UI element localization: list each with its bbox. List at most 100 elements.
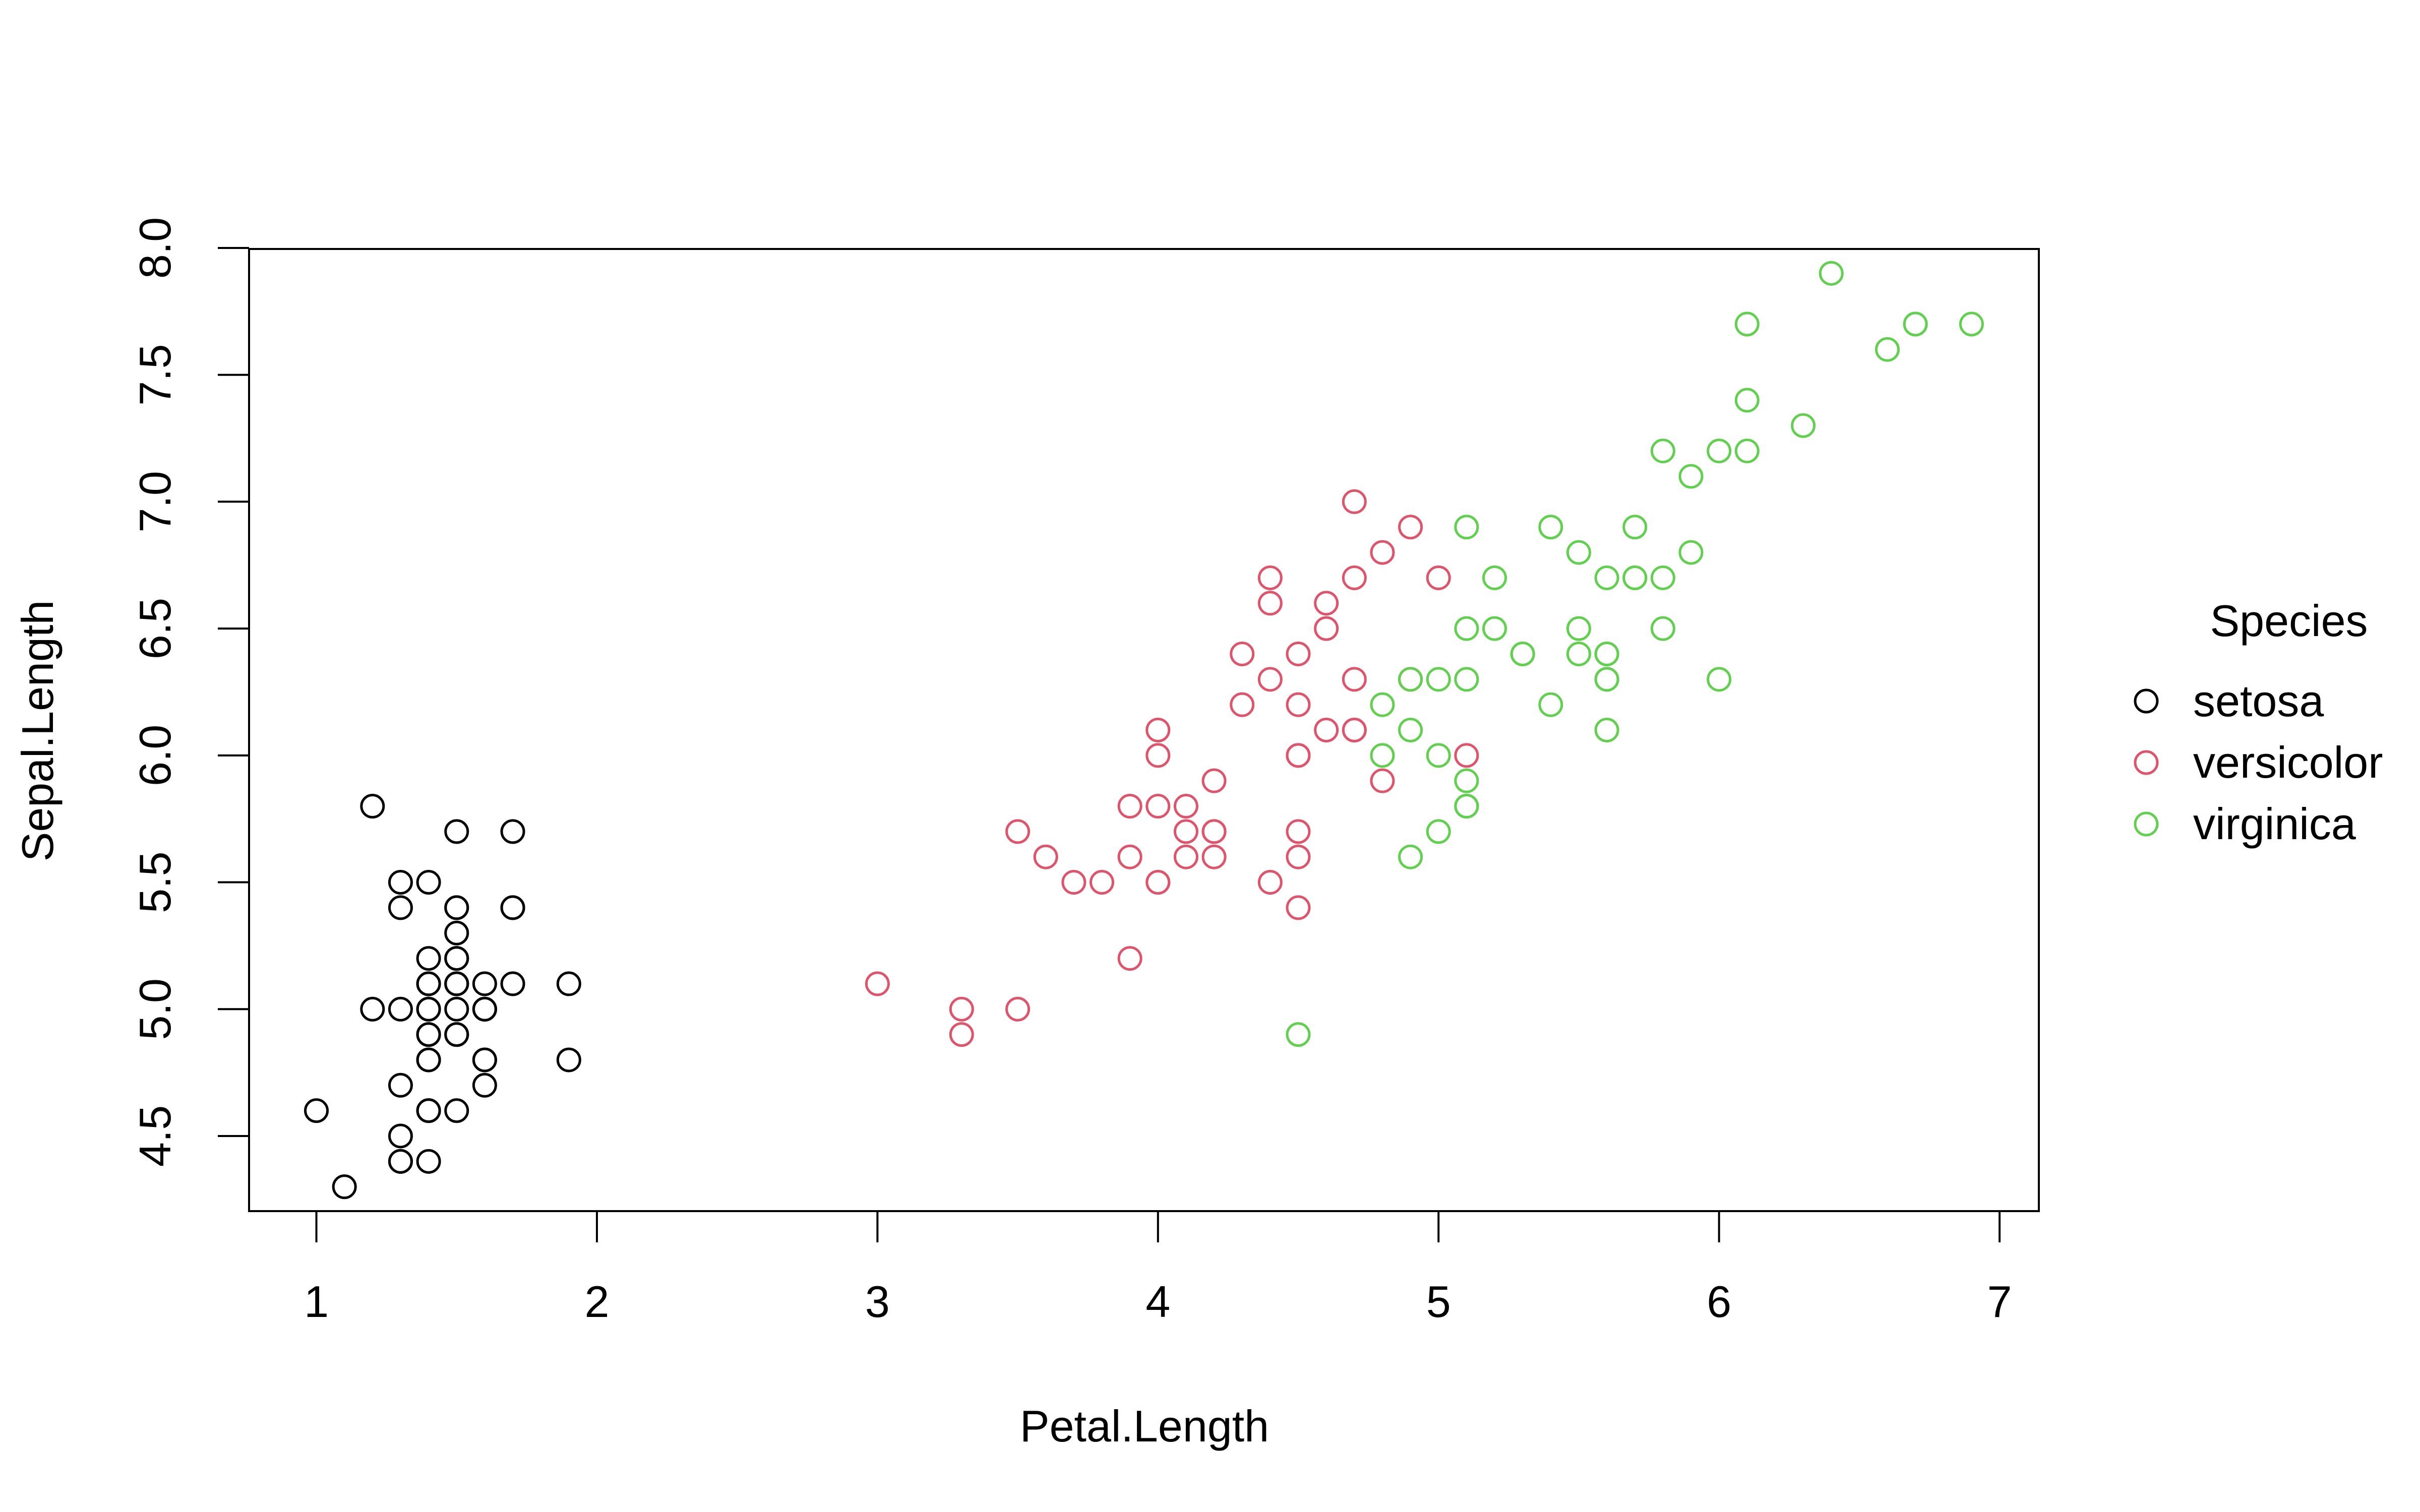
data-point-setosa — [360, 996, 385, 1022]
axes: 1 2 3 4 5 6 7 4.5 5.0 5.5 6.0 6.5 7.0 7.5 8.0 — [130, 217, 2012, 1327]
data-point-virginica — [1650, 565, 1675, 590]
data-point-versicolor — [1117, 946, 1142, 971]
y-tick-label: 6.5 — [130, 598, 180, 659]
data-point-versicolor — [949, 1022, 974, 1047]
data-point-virginica — [1707, 438, 1732, 464]
data-point-setosa — [388, 996, 413, 1022]
data-point-setosa — [556, 971, 581, 996]
y-tick-label: 4.5 — [130, 1105, 180, 1167]
data-point-versicolor — [1314, 591, 1339, 616]
data-point-setosa — [444, 971, 469, 996]
x-tick-label: 1 — [304, 1277, 329, 1327]
data-point-virginica — [1370, 743, 1395, 768]
data-point-virginica — [1454, 768, 1479, 793]
data-point-setosa — [416, 1098, 441, 1123]
data-point-setosa — [416, 971, 441, 996]
data-point-versicolor — [1257, 870, 1283, 895]
data-point-virginica — [1791, 413, 1816, 438]
data-point-virginica — [1707, 667, 1732, 692]
data-point-versicolor — [1286, 692, 1311, 717]
data-point-virginica — [1819, 261, 1844, 286]
data-point-virginica — [1734, 438, 1760, 464]
data-point-versicolor — [1033, 844, 1058, 869]
data-point-setosa — [500, 895, 525, 920]
data-point-versicolor — [1257, 565, 1283, 590]
x-tick-label: 7 — [1987, 1277, 2012, 1327]
data-point-setosa — [388, 870, 413, 895]
data-point-versicolor — [1173, 794, 1198, 819]
y-tick-label: 8.0 — [130, 217, 180, 279]
data-point-virginica — [1734, 311, 1760, 337]
data-point-setosa — [416, 870, 441, 895]
legend-label-versicolor: versicolor — [2193, 737, 2383, 787]
legend-title: Species — [2210, 596, 2368, 646]
data-point-versicolor — [1090, 870, 1115, 895]
data-point-virginica — [1454, 667, 1479, 692]
data-point-setosa — [416, 1047, 441, 1073]
data-point-virginica — [1426, 667, 1451, 692]
data-point-versicolor — [1398, 515, 1423, 540]
data-point-setosa — [472, 1073, 497, 1098]
data-point-virginica — [1566, 540, 1591, 565]
legend-marker-versicolor — [2134, 750, 2159, 775]
data-point-setosa — [556, 1047, 581, 1073]
data-point-versicolor — [1286, 895, 1311, 920]
y-tick-label: 5.5 — [130, 851, 180, 913]
data-point-versicolor — [1286, 819, 1311, 844]
data-point-versicolor — [1257, 591, 1283, 616]
data-point-virginica — [1959, 311, 1984, 337]
data-point-virginica — [1426, 743, 1451, 768]
data-point-versicolor — [1230, 641, 1255, 666]
data-point-setosa — [416, 996, 441, 1022]
data-point-versicolor — [1201, 844, 1227, 869]
data-point-setosa — [472, 1047, 497, 1073]
data-point-versicolor — [1145, 718, 1171, 742]
x-tick-label: 2 — [584, 1277, 609, 1327]
data-point-setosa — [444, 895, 469, 920]
data-point-versicolor — [1230, 692, 1255, 717]
data-point-versicolor — [1342, 489, 1367, 514]
data-point-versicolor — [949, 996, 974, 1022]
data-point-setosa — [444, 946, 469, 971]
points — [304, 261, 1984, 1200]
y-axis-label: Sepal.Length — [13, 600, 63, 862]
x-tick-label: 5 — [1426, 1277, 1451, 1327]
data-point-versicolor — [1454, 743, 1479, 768]
data-point-setosa — [500, 819, 525, 844]
data-point-virginica — [1594, 667, 1619, 692]
x-axis-label: Petal.Length — [1020, 1401, 1269, 1451]
x-tick-label: 4 — [1145, 1277, 1170, 1327]
data-point-virginica — [1678, 540, 1704, 565]
data-point-virginica — [1650, 616, 1675, 641]
data-point-virginica — [1510, 641, 1535, 666]
data-point-setosa — [304, 1098, 329, 1123]
legend-label-setosa: setosa — [2193, 676, 2324, 726]
y-tick-label: 7.0 — [130, 471, 180, 532]
data-point-virginica — [1903, 311, 1928, 337]
data-point-virginica — [1622, 515, 1648, 540]
data-point-versicolor — [1286, 641, 1311, 666]
data-point-virginica — [1538, 692, 1563, 717]
data-point-virginica — [1454, 616, 1479, 641]
data-point-setosa — [416, 1149, 441, 1174]
data-point-virginica — [1286, 1022, 1311, 1047]
data-point-setosa — [444, 920, 469, 946]
data-point-setosa — [444, 996, 469, 1022]
plot-frame — [248, 248, 2040, 1212]
data-point-versicolor — [1173, 819, 1198, 844]
data-point-versicolor — [1005, 996, 1031, 1022]
data-point-versicolor — [1117, 794, 1142, 819]
data-point-virginica — [1566, 641, 1591, 666]
data-point-versicolor — [1314, 718, 1339, 742]
legend-label-virginica: virginica — [2193, 799, 2356, 849]
data-point-setosa — [500, 971, 525, 996]
data-point-versicolor — [1173, 844, 1198, 869]
data-point-virginica — [1622, 565, 1648, 590]
data-point-setosa — [388, 895, 413, 920]
y-tick-label: 5.0 — [130, 978, 180, 1040]
data-point-setosa — [444, 1098, 469, 1123]
data-point-virginica — [1482, 616, 1507, 641]
data-point-virginica — [1594, 565, 1619, 590]
data-point-virginica — [1678, 464, 1704, 489]
data-point-versicolor — [1370, 540, 1395, 565]
